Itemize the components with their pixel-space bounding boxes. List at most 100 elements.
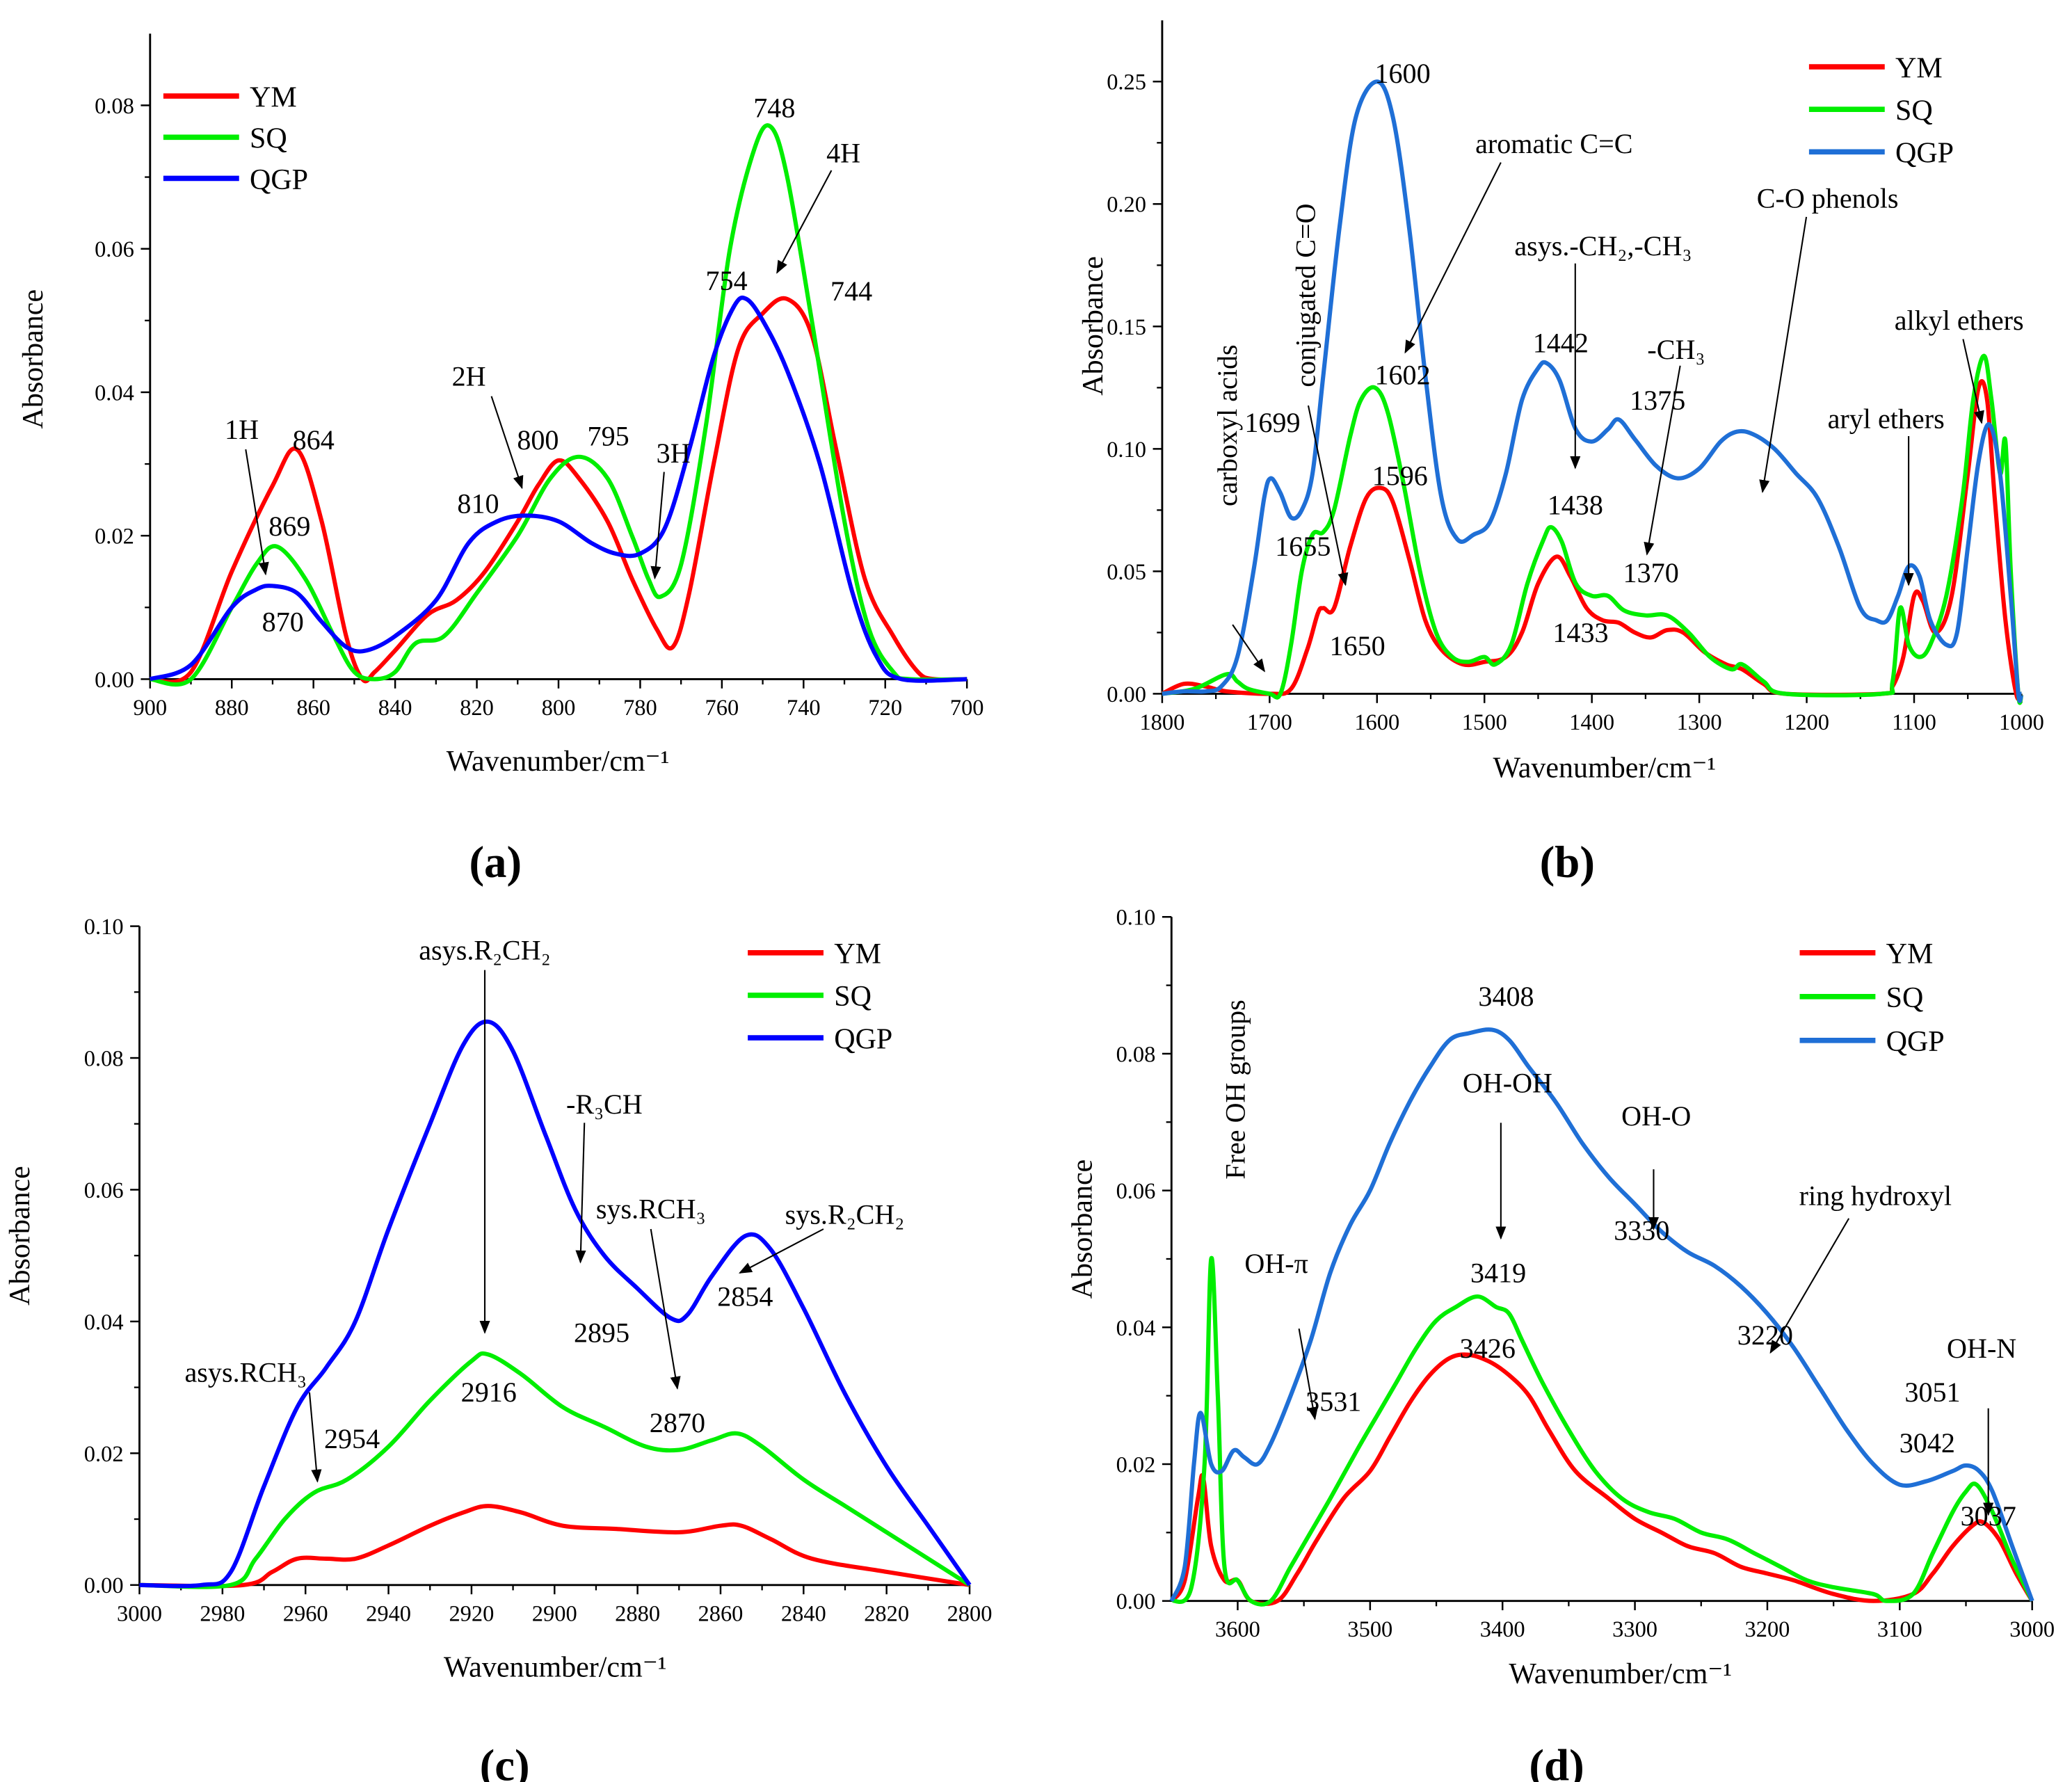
annotation-label: 2854 (717, 1281, 773, 1313)
panel-label: (a) (469, 837, 522, 888)
annotation-label: aryl ethers (1828, 403, 1945, 434)
legend-label-ym: YM (1886, 938, 1934, 970)
series-line-qgp (1169, 1027, 2034, 1603)
annotation-label: 810 (457, 488, 499, 520)
annotation-label: OH-π (1244, 1248, 1308, 1279)
x-axis-title: Wavenumber/cm⁻¹ (447, 746, 670, 778)
x-tick-label: 2960 (283, 1601, 328, 1626)
y-tick-label: 0.10 (1116, 906, 1156, 931)
y-tick-label: 0.00 (1107, 682, 1146, 707)
y-tick-label: 0.08 (95, 94, 134, 119)
y-tick-label: 0.06 (1116, 1179, 1156, 1204)
x-axis-title: Wavenumber/cm⁻¹ (1509, 1658, 1732, 1690)
series-line-sq (139, 1351, 971, 1589)
series-line-sq (150, 123, 967, 687)
annotation-label: conjugated C=O (1290, 203, 1322, 387)
annotation-arrow (575, 1123, 586, 1264)
annotation-arrow (650, 1228, 681, 1390)
annotation-label: 864 (293, 424, 335, 456)
x-tick-label: 1200 (1784, 710, 1829, 735)
series-line-ym (150, 296, 967, 684)
x-tick-label: 3300 (1612, 1617, 1657, 1642)
y-tick-label: 0.20 (1107, 193, 1146, 218)
x-tick-label: 720 (868, 696, 902, 721)
y-tick-label: 0.02 (95, 524, 134, 549)
x-axis-title: Wavenumber/cm⁻¹ (444, 1652, 667, 1684)
series-line-sq (1170, 1255, 2034, 1607)
annotation-label: 748 (753, 93, 795, 124)
chart-panel-b: 1800 1700 1600 1500 1400 1300 1200 1100 1000 0.00… (1077, 20, 2044, 888)
series-line-qgp (139, 1019, 972, 1589)
y-tick-label: 0.05 (1107, 560, 1146, 585)
annotation-label: aromatic C=C (1475, 128, 1632, 159)
y-tick-label: 0.10 (1107, 438, 1146, 463)
x-tick-label: 2860 (698, 1601, 744, 1626)
annotation-label: 2954 (324, 1423, 380, 1454)
x-tick-label: 1100 (1892, 710, 1936, 735)
series-line-sq (1162, 353, 2024, 705)
annotation-arrow (1232, 624, 1266, 673)
x-tick-label: 2820 (864, 1601, 909, 1626)
annotation-label: 754 (705, 265, 747, 296)
x-tick-label: 900 (133, 696, 167, 721)
annotation-label: 1442 (1533, 328, 1589, 359)
series-line-ym (139, 1504, 970, 1589)
x-tick-label: 820 (460, 696, 494, 721)
x-tick-label: 840 (378, 696, 412, 721)
legend-label-sq: SQ (250, 123, 287, 155)
annotation-label: asys.-CH₂,-CH₃ (1514, 230, 1692, 262)
annotation-label: sys.RCH₃ (596, 1194, 706, 1225)
panel-label: (b) (1540, 837, 1595, 888)
x-tick-label: 1600 (1354, 710, 1399, 735)
chart-panel-a: 900 880 860 840 820 800 780 760 740 720 700 0.00 0.0… (17, 33, 984, 888)
annotation-label: 3408 (1478, 981, 1534, 1012)
x-tick-label: 760 (705, 696, 739, 721)
annotation-label: Free OH groups (1219, 1000, 1251, 1179)
legend-label-sq: SQ (1895, 95, 1933, 127)
annotation-label: C-O phenols (1757, 183, 1899, 214)
chart-panel-c: 3000 2980 2960 2940 2920 2900 2880 2860 2840 2820… (4, 915, 992, 1782)
series-line-ym (1161, 379, 2024, 702)
legend-label-qgp: QGP (250, 164, 308, 196)
legend-label-ym: YM (834, 938, 881, 970)
legend-label-ym: YM (250, 81, 297, 113)
annotation-label: 3220 (1737, 1319, 1793, 1351)
y-axis-title: Absorbance (1077, 256, 1109, 396)
annotation-arrow (308, 1392, 322, 1483)
panel-label: (c) (480, 1740, 530, 1782)
x-tick-label: 2940 (366, 1601, 411, 1626)
x-tick-label: 3600 (1215, 1617, 1260, 1642)
annotation-label: 1438 (1548, 490, 1603, 521)
annotation-label: 1699 (1244, 407, 1300, 438)
annotation-arrow (490, 396, 524, 490)
x-tick-label: 3000 (2009, 1617, 2055, 1642)
annotation-arrow (1404, 162, 1502, 354)
annotation-arrow (776, 170, 833, 274)
annotation-label: 1650 (1330, 630, 1386, 661)
annotation-label: 1370 (1623, 557, 1679, 588)
series-line-qgp (149, 295, 967, 683)
series-line-qgp (1162, 79, 2024, 703)
x-tick-label: 3400 (1480, 1617, 1525, 1642)
x-tick-label: 1300 (1677, 710, 1722, 735)
legend-label-qgp: QGP (1895, 138, 1954, 170)
y-tick-label: 0.10 (84, 915, 124, 940)
x-tick-label: 860 (296, 696, 330, 721)
annotation-label: 3H (657, 438, 691, 469)
legend-label-sq: SQ (1886, 982, 1924, 1014)
x-tick-label: 1400 (1569, 710, 1614, 735)
annotation-arrow (1307, 405, 1349, 586)
annotation-label: 800 (517, 424, 559, 456)
annotation-arrow (650, 472, 665, 580)
y-tick-label: 0.25 (1107, 70, 1146, 95)
annotation-label: sys.R₂CH₂ (785, 1198, 905, 1230)
y-tick-label: 0.02 (84, 1442, 124, 1467)
annotation-label: 4H (826, 138, 860, 169)
annotation-label: OH-N (1947, 1333, 2016, 1364)
x-tick-label: 3000 (117, 1601, 162, 1626)
y-tick-label: 0.00 (84, 1573, 124, 1598)
x-tick-label: 3200 (1745, 1617, 1790, 1642)
annotation-label: 2916 (461, 1376, 517, 1408)
annotation-label: 3419 (1470, 1257, 1526, 1288)
annotation-arrow (738, 1228, 824, 1274)
